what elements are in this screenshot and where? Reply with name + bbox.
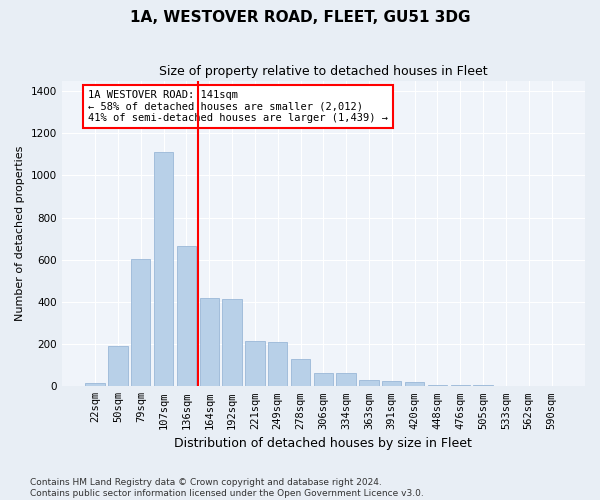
- Bar: [85, 383, 105, 386]
- Bar: [131, 258, 151, 386]
- Bar: [245, 341, 265, 386]
- X-axis label: Distribution of detached houses by size in Fleet: Distribution of detached houses by size …: [175, 437, 472, 450]
- Bar: [108, 346, 128, 387]
- Bar: [405, 382, 424, 386]
- Y-axis label: Number of detached properties: Number of detached properties: [15, 146, 25, 321]
- Text: Contains HM Land Registry data © Crown copyright and database right 2024.
Contai: Contains HM Land Registry data © Crown c…: [30, 478, 424, 498]
- Title: Size of property relative to detached houses in Fleet: Size of property relative to detached ho…: [159, 65, 488, 78]
- Bar: [291, 359, 310, 386]
- Bar: [177, 246, 196, 386]
- Bar: [268, 342, 287, 386]
- Text: 1A, WESTOVER ROAD, FLEET, GU51 3DG: 1A, WESTOVER ROAD, FLEET, GU51 3DG: [130, 10, 470, 25]
- Bar: [314, 372, 333, 386]
- Bar: [337, 372, 356, 386]
- Bar: [382, 381, 401, 386]
- Bar: [200, 298, 219, 386]
- Text: 1A WESTOVER ROAD: 141sqm
← 58% of detached houses are smaller (2,012)
41% of sem: 1A WESTOVER ROAD: 141sqm ← 58% of detach…: [88, 90, 388, 123]
- Bar: [428, 384, 447, 386]
- Bar: [359, 380, 379, 386]
- Bar: [223, 299, 242, 386]
- Bar: [154, 152, 173, 386]
